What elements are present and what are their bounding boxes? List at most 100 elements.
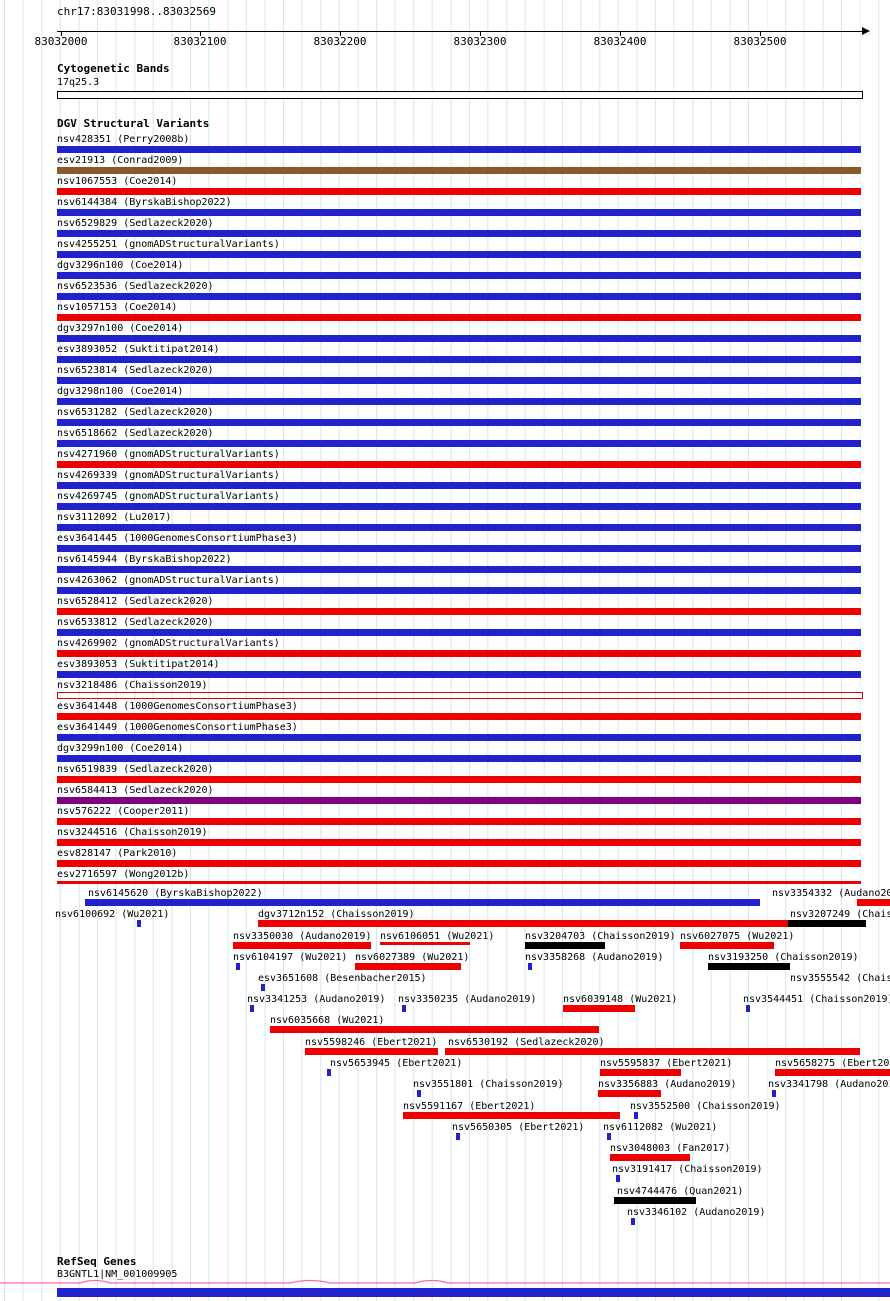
variant-label[interactable]: nsv6112082 (Wu2021) (603, 1122, 718, 1133)
variant-bar[interactable] (563, 1005, 635, 1012)
variant-label[interactable]: nsv3350235 (Audano2019) (398, 994, 537, 1005)
variant-bar[interactable] (327, 1069, 331, 1076)
variant-label[interactable]: nsv6027389 (Wu2021) (355, 952, 470, 963)
variant-bar[interactable] (250, 1005, 254, 1012)
variant-bar[interactable] (57, 272, 861, 279)
variant-bar[interactable] (525, 942, 605, 949)
refseq-gene-bar[interactable] (57, 1288, 890, 1297)
variant-label[interactable]: esv3641449 (1000GenomesConsortiumPhase3) (57, 722, 298, 733)
variant-bar[interactable] (270, 1026, 599, 1033)
variant-label[interactable]: nsv6519839 (Sedlazeck2020) (57, 764, 214, 775)
variant-bar[interactable] (772, 1090, 776, 1097)
variant-bar[interactable] (57, 566, 861, 573)
variant-label[interactable]: nsv3112092 (Lu2017) (57, 512, 172, 523)
variant-label[interactable]: nsv428351 (Perry2008b) (57, 134, 190, 145)
variant-label[interactable]: esv21913 (Conrad2009) (57, 155, 184, 166)
variant-label[interactable]: nsv6145620 (ByrskaBishop2022) (88, 888, 263, 899)
variant-bar[interactable] (57, 356, 861, 363)
variant-label[interactable]: nsv6533812 (Sedlazeck2020) (57, 617, 214, 628)
variant-bar[interactable] (634, 1112, 638, 1119)
variant-bar[interactable] (57, 881, 861, 884)
variant-label[interactable]: nsv6528412 (Sedlazeck2020) (57, 596, 214, 607)
variant-label[interactable]: nsv3544451 (Chaisson2019) (743, 994, 890, 1005)
variant-bar[interactable] (380, 942, 470, 945)
variant-label[interactable]: nsv3552500 (Chaisson2019) (630, 1101, 781, 1112)
variant-label[interactable]: nsv6039148 (Wu2021) (563, 994, 678, 1005)
variant-bar[interactable] (137, 920, 141, 927)
variant-bar[interactable] (57, 503, 861, 510)
variant-label[interactable]: esv3893053 (Suktitipat2014) (57, 659, 220, 670)
variant-label[interactable]: esv2716597 (Wong2012b) (57, 869, 190, 880)
variant-label[interactable]: nsv6106051 (Wu2021) (380, 931, 495, 942)
variant-bar[interactable] (57, 692, 863, 699)
variant-label[interactable]: nsv1067553 (Coe2014) (57, 176, 178, 187)
variant-label[interactable]: nsv6104197 (Wu2021) (233, 952, 348, 963)
variant-bar[interactable] (57, 335, 861, 342)
variant-label[interactable]: nsv3354332 (Audano2019) (772, 888, 890, 899)
variant-bar[interactable] (614, 1197, 696, 1204)
variant-bar[interactable] (57, 776, 861, 783)
variant-bar[interactable] (57, 377, 861, 384)
variant-bar[interactable] (57, 839, 861, 846)
variant-label[interactable]: nsv3346102 (Audano2019) (627, 1207, 766, 1218)
variant-bar[interactable] (746, 1005, 750, 1012)
variant-bar[interactable] (57, 608, 861, 615)
variant-bar[interactable] (258, 920, 858, 927)
variant-bar[interactable] (402, 1005, 406, 1012)
variant-bar[interactable] (607, 1133, 611, 1140)
variant-label[interactable]: esv3641445 (1000GenomesConsortiumPhase3) (57, 533, 298, 544)
variant-bar[interactable] (775, 1069, 890, 1076)
variant-bar[interactable] (631, 1218, 635, 1225)
variant-bar[interactable] (616, 1175, 620, 1182)
variant-label[interactable]: nsv5595837 (Ebert2021) (600, 1058, 733, 1069)
variant-label[interactable]: nsv6529829 (Sedlazeck2020) (57, 218, 214, 229)
variant-bar[interactable] (708, 963, 790, 970)
variant-bar[interactable] (57, 818, 861, 825)
variant-bar[interactable] (57, 209, 861, 216)
variant-label[interactable]: nsv6027075 (Wu2021) (680, 931, 795, 942)
variant-label[interactable]: dgv3298n100 (Coe2014) (57, 386, 184, 397)
variant-label[interactable]: nsv4744476 (Quan2021) (617, 1186, 744, 1197)
variant-bar[interactable] (598, 1090, 661, 1097)
variant-label[interactable]: nsv6584413 (Sedlazeck2020) (57, 785, 214, 796)
variant-label[interactable]: nsv3356883 (Audano2019) (598, 1079, 737, 1090)
variant-label[interactable]: dgv3297n100 (Coe2014) (57, 323, 184, 334)
variant-label[interactable]: nsv4269745 (gnomADStructuralVariants) (57, 491, 280, 502)
variant-label[interactable]: nsv5598246 (Ebert2021) (305, 1037, 438, 1048)
variant-bar[interactable] (57, 860, 861, 867)
variant-bar[interactable] (57, 251, 861, 258)
variant-label[interactable]: esv3641448 (1000GenomesConsortiumPhase3) (57, 701, 298, 712)
variant-bar[interactable] (857, 899, 890, 906)
variant-label[interactable]: nsv1057153 (Coe2014) (57, 302, 178, 313)
variant-bar[interactable] (57, 482, 861, 489)
variant-label[interactable]: nsv6035668 (Wu2021) (270, 1015, 385, 1026)
variant-bar[interactable] (417, 1090, 421, 1097)
variant-label[interactable]: dgv3299n100 (Coe2014) (57, 743, 184, 754)
variant-label[interactable]: esv3893052 (Suktitipat2014) (57, 344, 220, 355)
variant-bar[interactable] (85, 899, 760, 906)
variant-label[interactable]: nsv3358268 (Audano2019) (525, 952, 664, 963)
variant-bar[interactable] (788, 920, 866, 927)
variant-bar[interactable] (680, 942, 774, 949)
variant-bar[interactable] (403, 1112, 620, 1119)
variant-label[interactable]: nsv5650305 (Ebert2021) (452, 1122, 585, 1133)
variant-label[interactable]: esv3651608 (Besenbacher2015) (258, 973, 427, 984)
variant-bar[interactable] (57, 440, 861, 447)
variant-bar[interactable] (57, 587, 861, 594)
variant-bar[interactable] (236, 963, 240, 970)
variant-bar[interactable] (57, 650, 861, 657)
variant-label[interactable]: esv828147 (Park2010) (57, 848, 178, 859)
variant-bar[interactable] (57, 314, 861, 321)
variant-label[interactable]: nsv3193250 (Chaisson2019) (708, 952, 859, 963)
variant-label[interactable]: nsv3204703 (Chaisson2019) (525, 931, 676, 942)
variant-bar[interactable] (57, 797, 861, 804)
variant-label[interactable]: nsv3551801 (Chaisson2019) (413, 1079, 564, 1090)
variant-bar[interactable] (57, 461, 861, 468)
variant-bar[interactable] (600, 1069, 681, 1076)
variant-bar[interactable] (261, 984, 265, 991)
variant-bar[interactable] (57, 755, 861, 762)
variant-label[interactable]: nsv6518662 (Sedlazeck2020) (57, 428, 214, 439)
variant-label[interactable]: nsv4263062 (gnomADStructuralVariants) (57, 575, 280, 586)
variant-label[interactable]: nsv6145944 (ByrskaBishop2022) (57, 554, 232, 565)
variant-bar[interactable] (610, 1154, 690, 1161)
